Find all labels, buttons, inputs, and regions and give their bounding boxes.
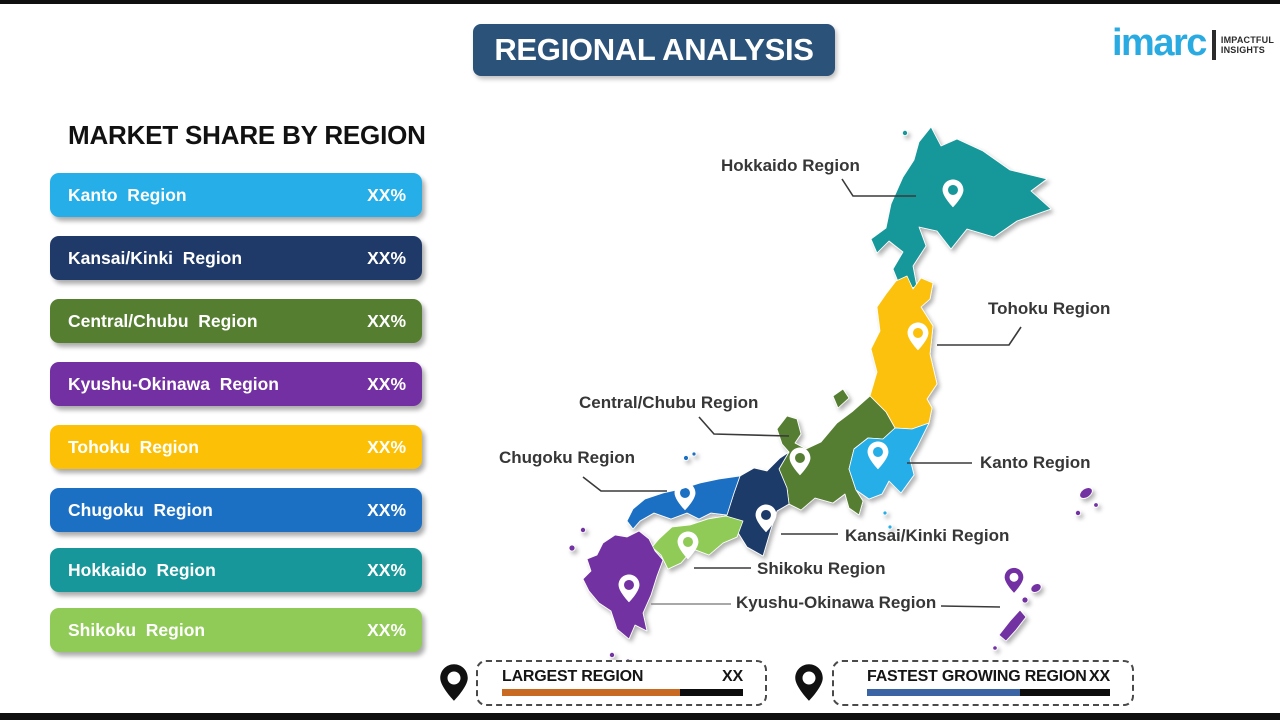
share-bar-label: Chugoku Region bbox=[68, 499, 213, 520]
share-bar-value: XX% bbox=[367, 559, 406, 580]
map-region-kanto bbox=[848, 422, 930, 500]
share-bar-label: Tohoku Region bbox=[68, 436, 199, 457]
legend-largest-label: LARGEST REGION bbox=[502, 668, 644, 685]
map-label-shikoku: Shikoku Region bbox=[757, 559, 886, 578]
share-bar-value: XX% bbox=[367, 499, 406, 520]
pin-chugoku bbox=[674, 482, 696, 511]
map-label-kyushu: Kyushu-Okinawa Region bbox=[736, 593, 937, 612]
map-region-shikoku bbox=[651, 515, 744, 570]
map-label-kansai: Kansai/Kinki Region bbox=[845, 526, 1010, 545]
connector-kyushu-right bbox=[940, 605, 1001, 608]
pin-okinawa bbox=[1004, 567, 1024, 593]
share-bar-tohoku: Tohoku Region XX% bbox=[50, 425, 422, 469]
share-bar-shikoku: Shikoku Region XX% bbox=[50, 608, 422, 652]
share-bar-label: Hokkaido Region bbox=[68, 559, 216, 580]
map-region-tohoku bbox=[869, 275, 938, 430]
share-bar-chubu: Central/Chubu Region XX% bbox=[50, 299, 422, 343]
legend-pin-largest bbox=[440, 664, 468, 701]
share-bar-value: XX% bbox=[367, 184, 406, 205]
map-label-chubu: Central/Chubu Region bbox=[579, 393, 759, 412]
top-border-strip bbox=[0, 0, 1280, 4]
map-label-chugoku: Chugoku Region bbox=[499, 448, 635, 467]
map-region-hokkaido bbox=[870, 126, 1052, 290]
legend-fastest-bar-track bbox=[867, 689, 1110, 696]
legend-largest-region: LARGEST REGION XX bbox=[476, 660, 767, 706]
map-island-ogasawara bbox=[1079, 487, 1093, 499]
share-bar-label: Shikoku Region bbox=[68, 619, 206, 640]
legend-fastest-value: XX bbox=[1089, 668, 1110, 685]
map-island-sado bbox=[832, 388, 850, 409]
pin-shikoku bbox=[677, 531, 699, 560]
map-label-kanto: Kanto Region bbox=[980, 453, 1091, 472]
market-share-heading: MARKET SHARE BY REGION bbox=[68, 120, 426, 150]
map-island-ogasawara bbox=[1093, 502, 1099, 508]
legend-pin-fastest bbox=[795, 664, 823, 701]
share-bar-kansai: Kansai/Kinki Region XX% bbox=[50, 236, 422, 280]
share-bar-label: Central/Chubu Region bbox=[68, 310, 258, 331]
map-label-tohoku: Tohoku Region bbox=[988, 299, 1111, 318]
share-bar-label: Kyushu-Okinawa Region bbox=[68, 373, 279, 394]
map-region-kansai bbox=[718, 451, 790, 557]
map-island-tsushima bbox=[580, 527, 587, 534]
share-bar-hokkaido: Hokkaido Region XX% bbox=[50, 548, 422, 592]
imarc-logo: imarc IMPACTFUL INSIGHTS bbox=[1112, 24, 1274, 62]
legend-fastest-bar-fill bbox=[867, 689, 1021, 696]
imarc-logo-tagline: IMPACTFUL INSIGHTS bbox=[1220, 34, 1275, 55]
legend-fastest-label: FASTEST GROWING REGION bbox=[867, 668, 1087, 685]
pin-tohoku bbox=[907, 322, 929, 351]
legend-largest-bar-fill bbox=[502, 689, 681, 696]
pin-kansai bbox=[755, 504, 777, 533]
map-island-ogasawara bbox=[1075, 509, 1082, 516]
map-island-south-kyushu bbox=[609, 652, 616, 659]
share-bar-value: XX% bbox=[367, 619, 406, 640]
share-bar-value: XX% bbox=[367, 247, 406, 268]
pin-hokkaido bbox=[942, 179, 964, 208]
legend-fastest-region: FASTEST GROWING REGION XX bbox=[832, 660, 1134, 706]
legend-largest-bar-track bbox=[502, 689, 743, 696]
pin-chubu bbox=[789, 447, 811, 476]
connector-chubu bbox=[698, 416, 790, 437]
map-island-oki bbox=[683, 455, 689, 461]
map-island-izu bbox=[882, 510, 888, 516]
connector-hokkaido bbox=[841, 178, 916, 197]
map-island-goto bbox=[568, 544, 576, 552]
map-region-chubu bbox=[776, 395, 896, 516]
bottom-border-strip bbox=[0, 713, 1280, 720]
pin-kyushu bbox=[618, 574, 640, 603]
map-island-amami bbox=[1021, 596, 1029, 604]
map-island-okinawa bbox=[998, 609, 1027, 642]
page-title: REGIONAL ANALYSIS bbox=[473, 24, 835, 76]
connector-tohoku bbox=[937, 326, 1022, 346]
imarc-logo-divider bbox=[1211, 30, 1216, 60]
map-region-chugoku bbox=[626, 475, 741, 530]
share-bar-kyushu: Kyushu-Okinawa Region XX% bbox=[50, 362, 422, 406]
legend-largest-value: XX bbox=[722, 668, 743, 685]
share-bar-value: XX% bbox=[367, 436, 406, 457]
map-island-oki bbox=[691, 451, 697, 457]
map-island-okinawa bbox=[992, 645, 998, 651]
imarc-logo-wordmark: imarc bbox=[1112, 22, 1207, 64]
share-bar-kanto: Kanto Region XX% bbox=[50, 173, 422, 217]
share-bar-value: XX% bbox=[367, 310, 406, 331]
pin-kanto bbox=[867, 441, 889, 470]
map-island-amami bbox=[1030, 583, 1042, 593]
connector-chugoku bbox=[582, 476, 667, 492]
map-label-hokkaido: Hokkaido Region bbox=[721, 156, 860, 175]
share-bar-chugoku: Chugoku Region XX% bbox=[50, 488, 422, 532]
share-bar-label: Kanto Region bbox=[68, 184, 187, 205]
map-region-kyushu bbox=[582, 530, 664, 640]
share-bar-label: Kansai/Kinki Region bbox=[68, 247, 243, 268]
map-island-rishiri bbox=[902, 129, 909, 136]
share-bar-value: XX% bbox=[367, 373, 406, 394]
